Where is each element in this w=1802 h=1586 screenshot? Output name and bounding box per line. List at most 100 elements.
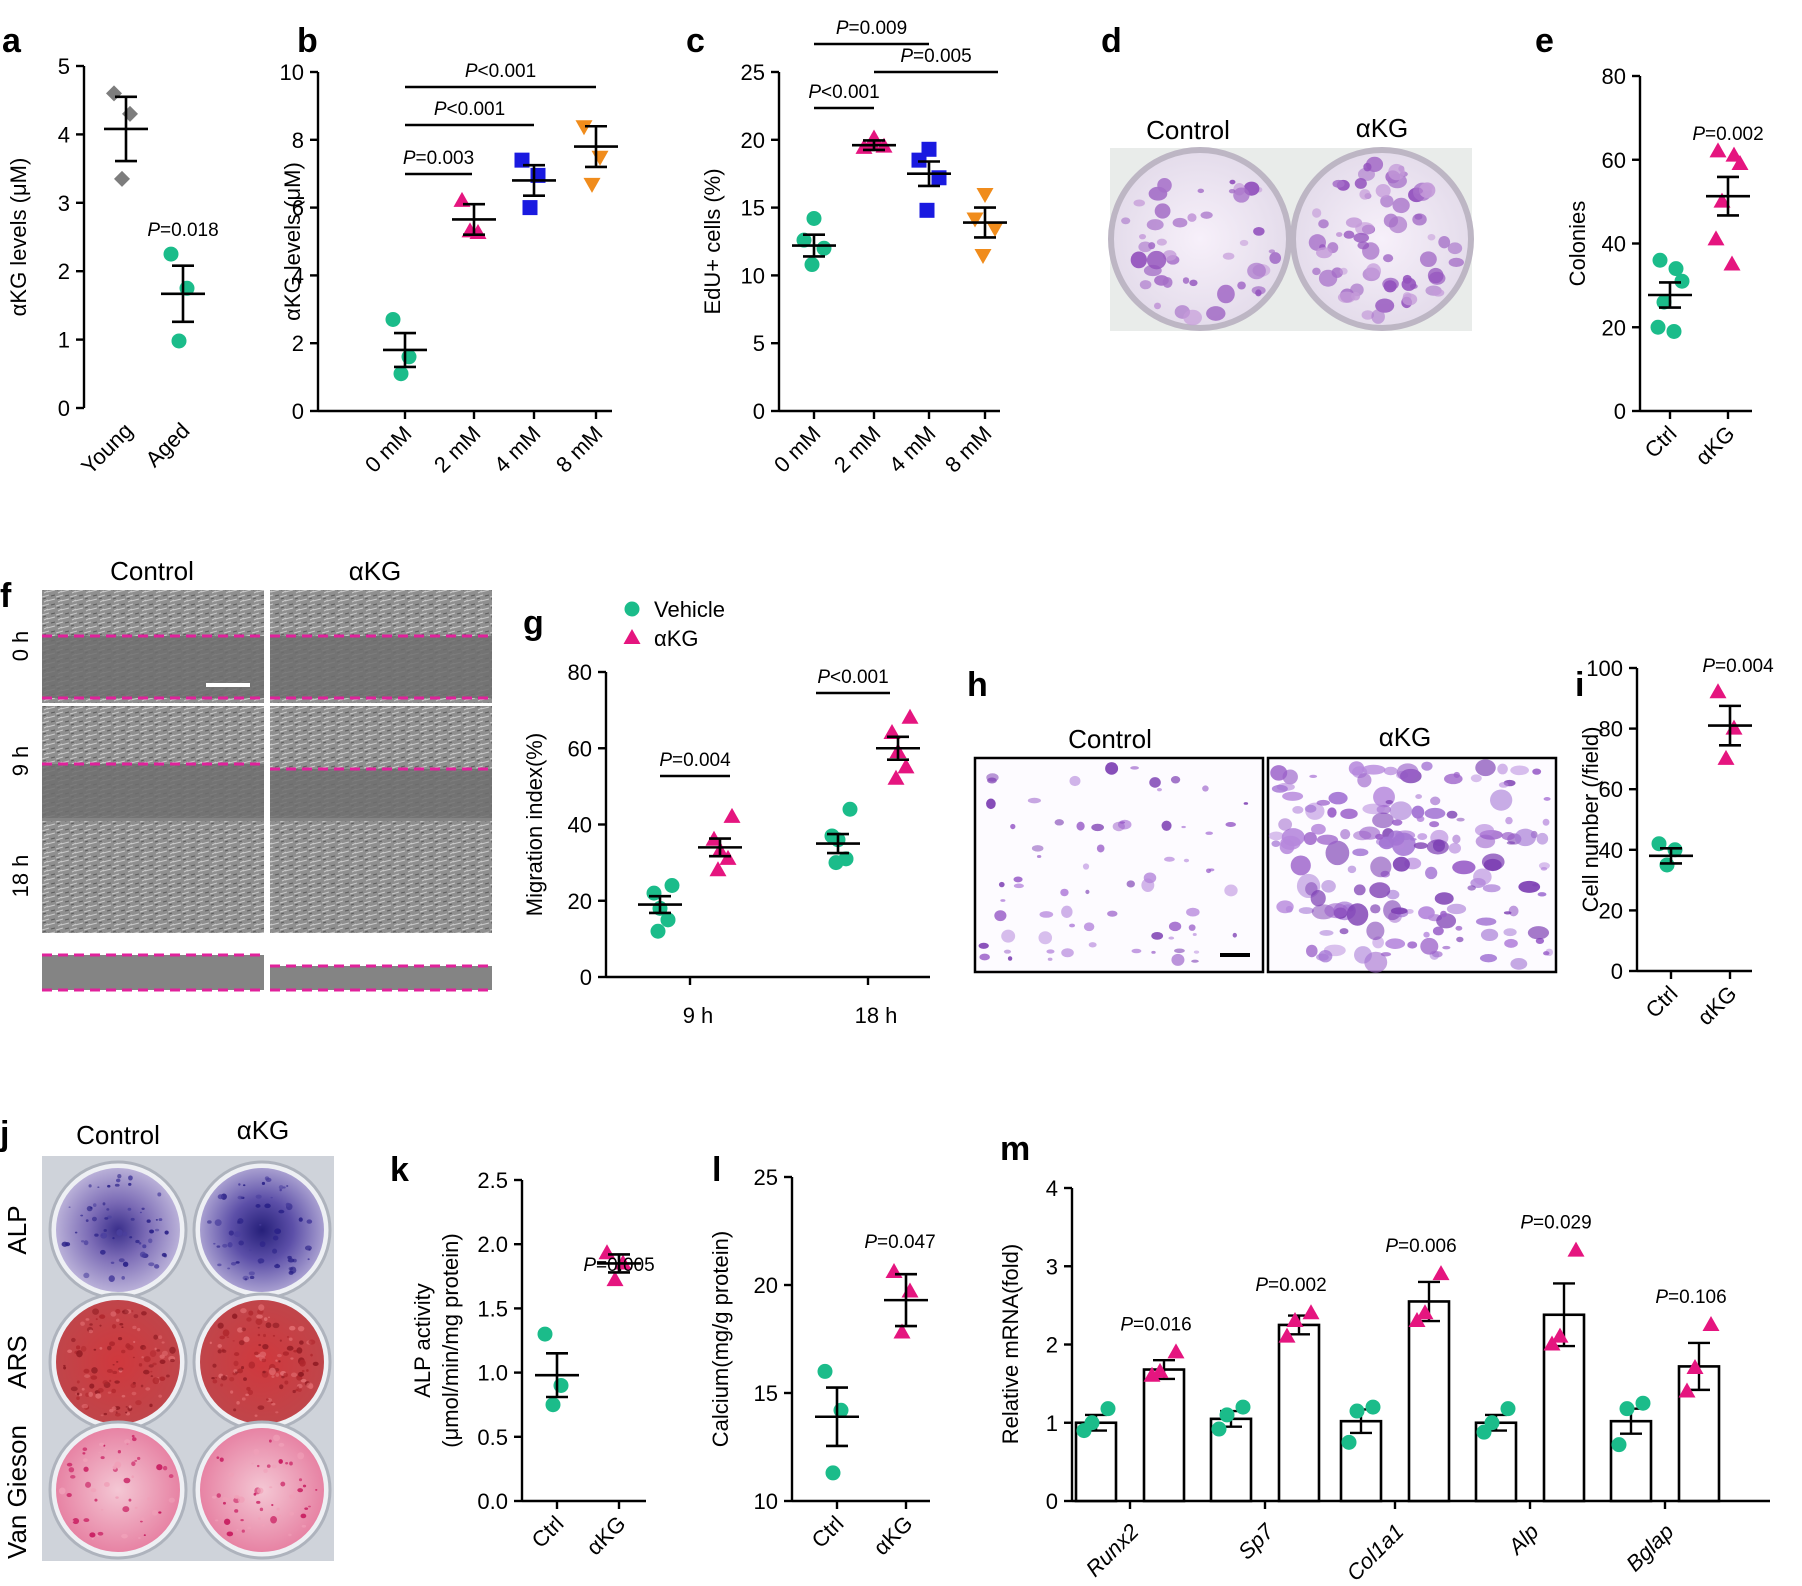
migrated-cell (1354, 946, 1372, 964)
migrated-cell (1407, 941, 1418, 949)
migrated-cell (1504, 938, 1518, 948)
migrated-cell (1510, 958, 1528, 970)
migrated-cell (1436, 913, 1457, 929)
stain-spot (63, 1366, 67, 1370)
colony-spot (1339, 267, 1348, 275)
stain-spot (276, 1263, 279, 1266)
migrated-cell (1276, 900, 1294, 914)
y-tick-label: 0 (292, 399, 304, 424)
migrated-cell (1131, 948, 1142, 954)
migrated-cell (1426, 839, 1449, 855)
migrated-cell (1352, 848, 1369, 857)
migrated-cell (1013, 883, 1024, 889)
colony-spot (1312, 267, 1321, 276)
stain-spot (83, 1240, 89, 1246)
stain-spot (93, 1348, 97, 1351)
stain-spot (217, 1194, 224, 1200)
migrated-cell (1181, 825, 1186, 829)
colony-spot (1419, 251, 1437, 268)
m-p-value: P=0.016 (1120, 1314, 1191, 1335)
stain-spot (297, 1452, 305, 1460)
stain-spot (273, 1434, 281, 1442)
l-p-value: P=0.047 (864, 1232, 935, 1253)
m-point (1286, 1312, 1304, 1328)
stain-spot (140, 1517, 145, 1521)
stain-spot (66, 1462, 73, 1467)
time-row-label: 9 h (8, 746, 33, 777)
stain-spot (256, 1500, 261, 1504)
stain-spot (232, 1340, 235, 1342)
migrated-cell (1540, 867, 1548, 871)
y-tick-label: 0 (1614, 399, 1626, 424)
m-p-value: P=0.106 (1655, 1287, 1726, 1308)
stain-spot (257, 1405, 265, 1410)
i-group-point (1717, 749, 1735, 765)
stain-spot (251, 1462, 254, 1465)
stain-spot (74, 1231, 78, 1234)
m-bar-ctrl (1209, 1417, 1253, 1503)
stained-well (200, 1168, 324, 1292)
colony-spot (1343, 230, 1355, 239)
y-tick-label: 4 (58, 122, 70, 147)
migrated-cell (1270, 765, 1288, 781)
a-group-point (106, 85, 122, 102)
stain-spot (228, 1230, 234, 1236)
stain-spot (89, 1468, 93, 1471)
y-tick-label: 1.5 (477, 1296, 508, 1321)
colony-spot (1353, 232, 1370, 243)
migrated-cell (1151, 931, 1164, 940)
stain-spot (263, 1317, 268, 1321)
stain-spot (114, 1412, 121, 1417)
stain-spot (245, 1393, 249, 1397)
stain-spot (248, 1310, 254, 1316)
stain-spot (158, 1394, 162, 1398)
stain-spot (129, 1236, 133, 1239)
k-p-value: P=0.005 (583, 1255, 654, 1276)
stain-spot (263, 1333, 266, 1338)
well-title-akg: αKG (237, 1115, 290, 1145)
stain-spot (216, 1456, 220, 1460)
stain-spot (115, 1496, 119, 1499)
stain-spot (307, 1258, 310, 1261)
stain-spot (275, 1411, 279, 1414)
m-point (1567, 1241, 1585, 1257)
m-point (1551, 1327, 1569, 1343)
migrated-cell (1348, 761, 1365, 776)
stain-spot (286, 1336, 290, 1338)
y-tick-label: 10 (754, 1489, 778, 1514)
colony-spot (1345, 217, 1363, 228)
stain-spot (228, 1472, 235, 1477)
colony-spot (1139, 280, 1152, 290)
stain-spot (76, 1350, 83, 1358)
g-group-point (664, 878, 680, 893)
colony-spot (1414, 213, 1423, 220)
migrated-cell (1069, 923, 1076, 928)
migrated-cell (1542, 818, 1550, 826)
migrated-cell (1007, 956, 1013, 961)
stain-spot (149, 1229, 155, 1234)
y-tick-label: 40 (568, 813, 592, 838)
migrated-cell (1047, 957, 1053, 961)
stain-spot (257, 1326, 260, 1329)
y-tick-label: 80 (1599, 717, 1623, 742)
stain-spot (278, 1185, 284, 1190)
legend-vehicle-label: Vehicle (654, 597, 725, 622)
stain-spot (102, 1380, 109, 1385)
stain-spot (147, 1497, 151, 1501)
stain-spot (72, 1517, 80, 1525)
colony-spot (1189, 279, 1198, 287)
migrated-cell (1362, 803, 1385, 815)
y-tick-label: 60 (568, 736, 592, 761)
m-point (1349, 1403, 1365, 1419)
migrated-cell (1292, 806, 1304, 814)
migrated-cell (1357, 773, 1372, 788)
stain-spot (219, 1335, 226, 1340)
migrated-cell (1306, 944, 1318, 958)
stain-spot (271, 1464, 277, 1469)
colony-spot (1154, 203, 1171, 219)
migrated-cell (1508, 905, 1519, 917)
migrated-cell (1003, 949, 1012, 954)
migrated-cell (1543, 797, 1551, 801)
stain-spot (81, 1404, 89, 1409)
plate-title-control: Control (1146, 115, 1230, 145)
